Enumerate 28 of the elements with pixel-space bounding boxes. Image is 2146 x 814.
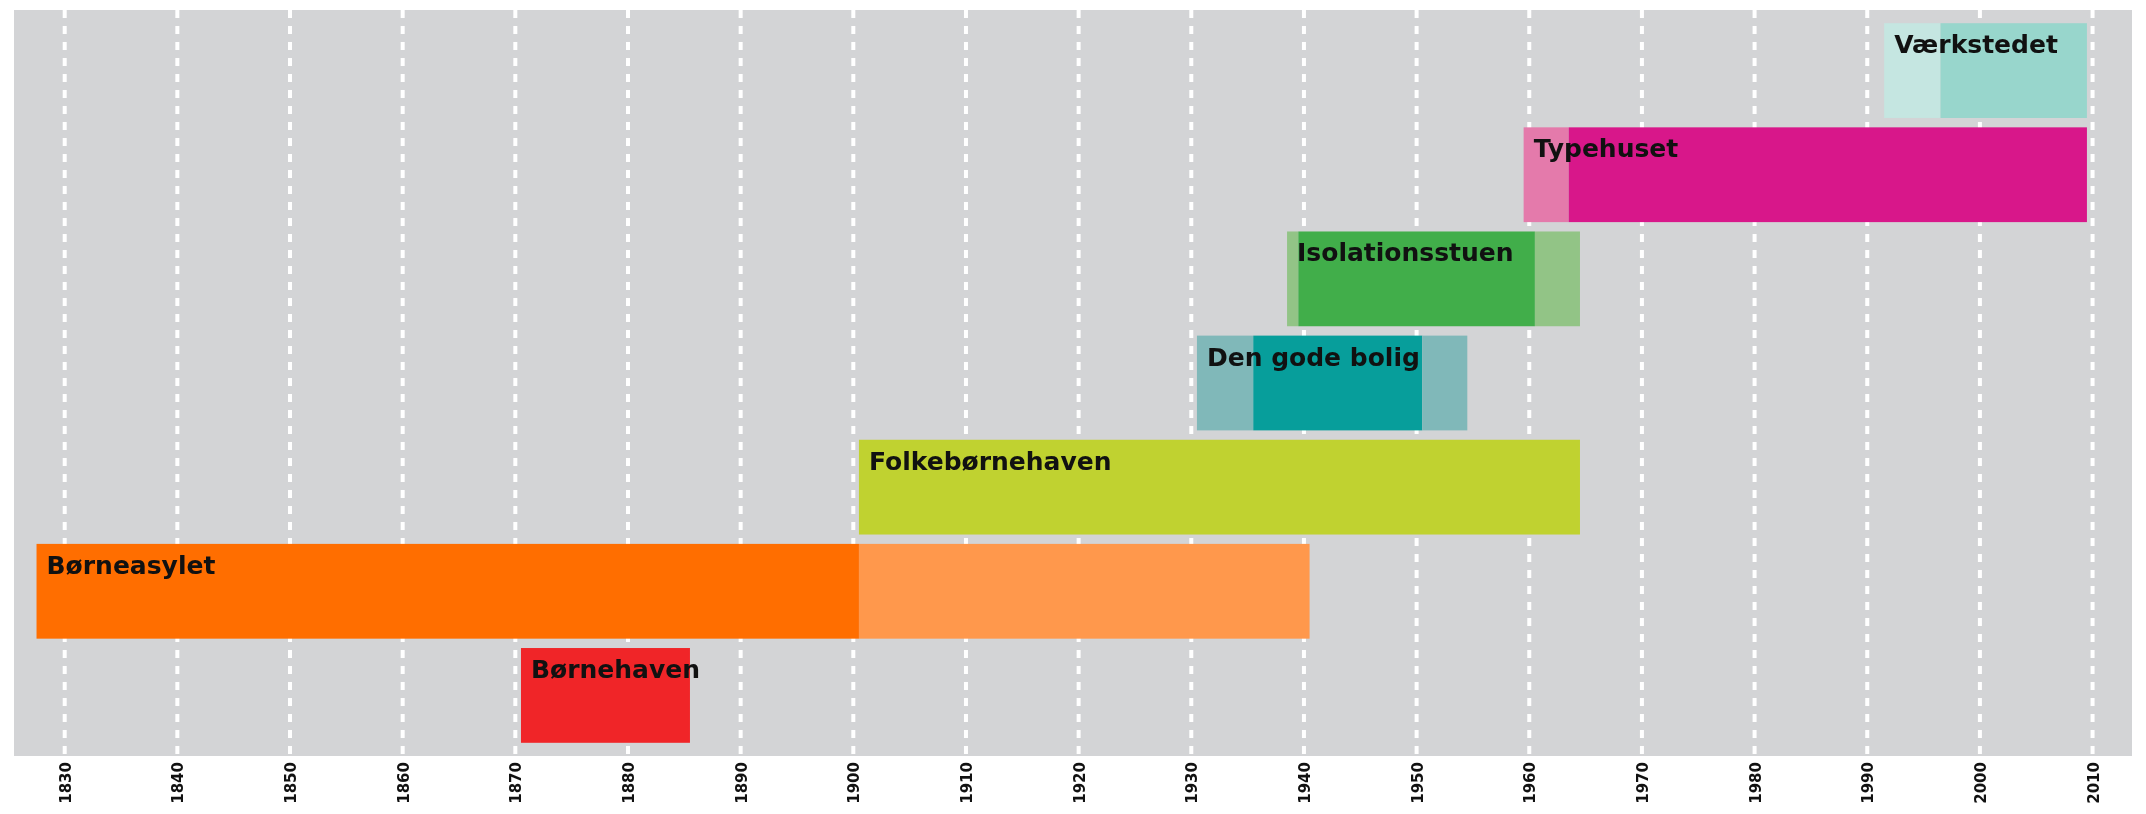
bar: [36, 543, 859, 639]
x-tick-label: 1840: [169, 762, 188, 804]
y-tick-label: Folkebørnehaven: [868, 446, 1112, 476]
x-tick-label: 1920: [1070, 762, 1089, 804]
x-tick-label: 1850: [282, 762, 301, 804]
bar: [1298, 231, 1535, 327]
x-tick-label: 1880: [619, 762, 638, 804]
x-tick-label: 1960: [1521, 762, 1540, 804]
bar: [858, 543, 1310, 639]
x-tick-label: 1910: [957, 762, 976, 804]
x-tick-label: 1950: [1408, 762, 1427, 804]
y-tick-label: Børneasylet: [46, 550, 216, 580]
x-tick-label: 1990: [1859, 762, 1878, 804]
x-tick-label: 1830: [56, 762, 75, 804]
x-tick-label: 2010: [2084, 762, 2103, 804]
x-tick-label: 1900: [845, 762, 864, 804]
x-tick-label: 1970: [1633, 762, 1652, 804]
x-tick-label: 2000: [1971, 762, 1990, 804]
y-tick-label: Typehuset: [1533, 134, 1679, 164]
x-tick-label: 1870: [507, 762, 526, 804]
x-tick-label: 1930: [1183, 762, 1202, 804]
x-tick-label: 1860: [394, 762, 413, 804]
y-tick-label: Værkstedet: [1894, 30, 2058, 60]
x-tick-label: 1890: [732, 762, 751, 804]
x-tick-label: 1980: [1746, 762, 1765, 804]
x-tick-label: 1940: [1295, 762, 1314, 804]
bar: [858, 439, 1580, 535]
y-tick-label: Isolationsstuen: [1297, 238, 1514, 268]
